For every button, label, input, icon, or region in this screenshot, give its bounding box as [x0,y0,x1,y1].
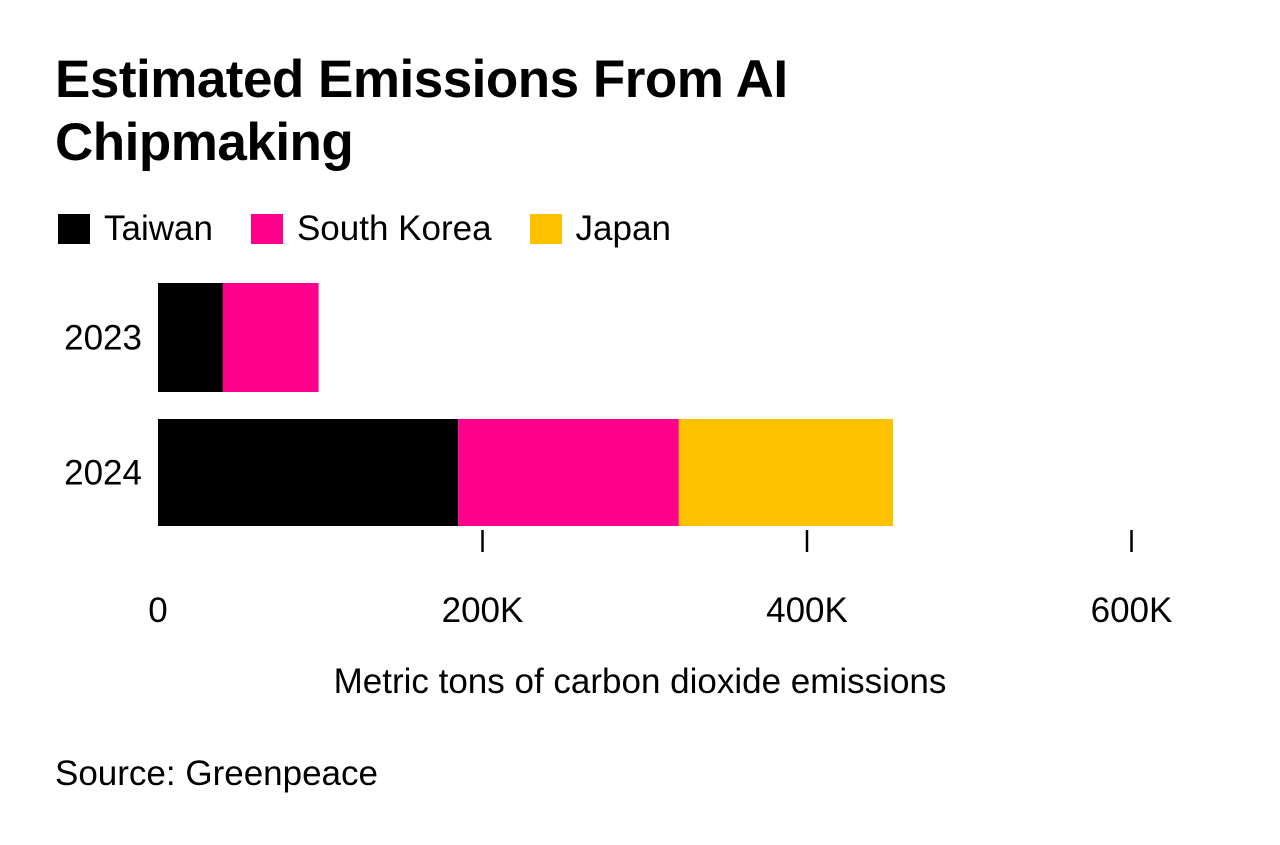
bar-2024-south-korea [458,419,679,526]
legend-swatch-south-korea [250,214,283,244]
bar-2023-taiwan [158,283,223,392]
legend-item-south-korea: South Korea [250,207,492,251]
x-tick-label-0: 0 [148,591,167,630]
legend: Taiwan South Korea Japan [58,207,709,251]
legend-swatch-japan [529,214,562,244]
bar-2023-south-korea [222,283,319,392]
x-axis-label: Metric tons of carbon dioxide emissions [334,662,947,701]
x-tick-label-600K: 600K [1091,591,1173,630]
x-tick-label-400K: 400K [766,591,848,630]
chart-title: Estimated Emissions From AI Chipmaking [55,50,788,172]
bar-2024-japan [678,419,893,526]
legend-label-south-korea: South Korea [296,209,492,248]
legend-label-taiwan: Taiwan [104,209,213,248]
category-label-2023: 2023 [64,319,142,358]
category-label-2024: 2024 [64,454,142,493]
legend-label-japan: Japan [575,209,671,248]
bar-2024-taiwan [158,419,459,526]
x-tick-label-200K: 200K [442,591,524,630]
legend-item-taiwan: Taiwan [58,207,213,251]
source-note: Source: Greenpeace [55,754,378,793]
legend-swatch-taiwan [58,214,90,244]
legend-item-japan: Japan [529,207,671,251]
